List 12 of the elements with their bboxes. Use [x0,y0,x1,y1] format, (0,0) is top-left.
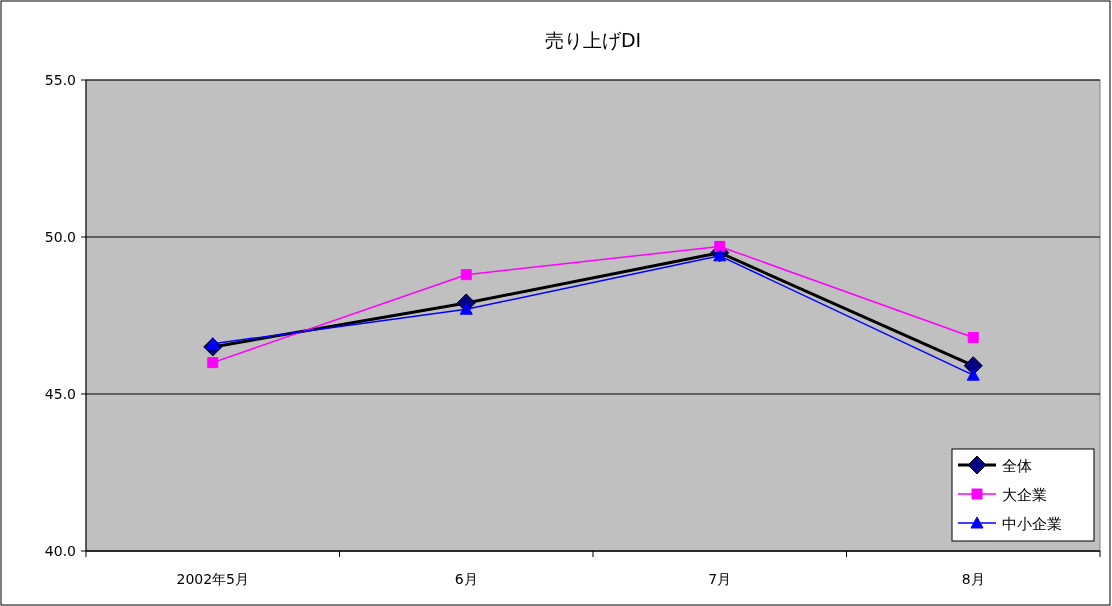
x-tick-label: 7月 [708,571,732,587]
y-tick-label: 55.0 [44,72,76,88]
x-tick-label: 8月 [961,571,985,587]
chart-title: 売り上げDI [544,29,642,51]
y-tick-label: 50.0 [44,229,76,245]
x-tick-label: 2002年5月 [176,571,250,587]
legend-label: 中小企業 [1002,515,1062,533]
legend-label: 大企業 [1002,486,1047,504]
legend-label: 全体 [1002,457,1032,475]
x-tick-label: 6月 [454,571,478,587]
y-tick-label: 45.0 [44,386,76,402]
y-tick-label: 40.0 [44,543,76,559]
